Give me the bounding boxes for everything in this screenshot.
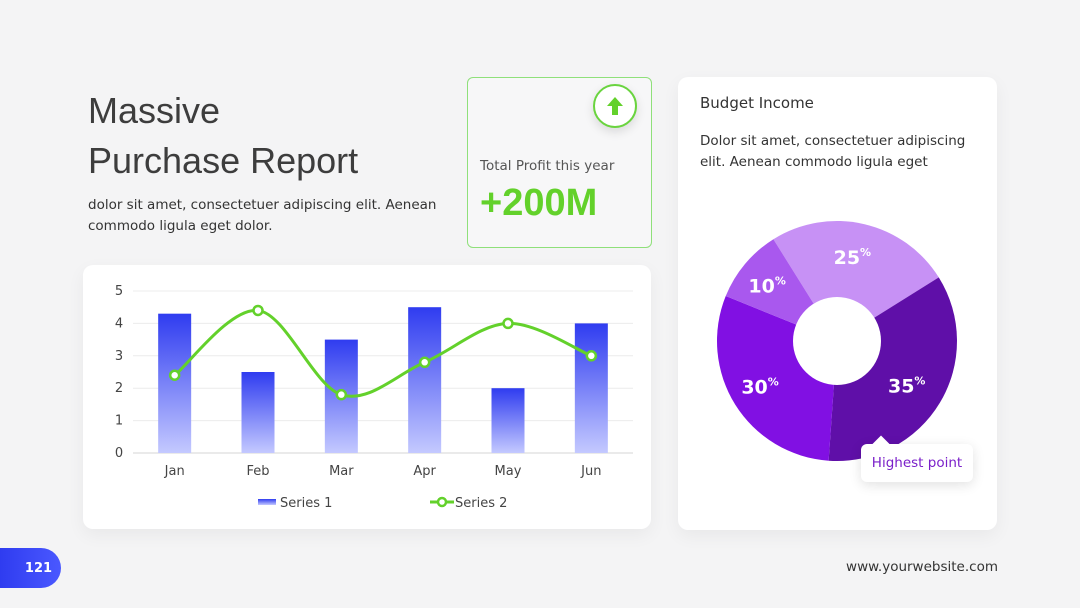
x-tick-label: Apr — [413, 464, 436, 479]
bar — [408, 307, 442, 453]
line-point — [335, 388, 348, 401]
y-tick-label: 1 — [115, 414, 123, 429]
y-tick-label: 2 — [115, 381, 123, 396]
line-point — [252, 304, 264, 317]
title-line-1: Massive — [88, 90, 221, 131]
y-tick-label: 0 — [115, 446, 123, 461]
legend-series-1-label: Series 1 — [280, 496, 332, 511]
budget-card: Budget Income Dolor sit amet, consectetu… — [678, 77, 997, 530]
page-subtitle: dolor sit amet, consectetuer adipiscing … — [88, 197, 437, 234]
donut-chart: 25%35%30%10% — [717, 220, 957, 461]
x-tick-label: May — [495, 464, 522, 479]
bar — [158, 313, 192, 453]
bar-line-chart-card: 0 1 2 3 4 5 Jan Feb Mar Apr May Jun Series 1 Series 2 — [83, 265, 651, 529]
bar — [241, 372, 275, 453]
page-title: Massive Purchase Report — [88, 86, 358, 186]
y-tick-label: 5 — [115, 284, 123, 299]
line-point — [502, 317, 514, 330]
donut-hole — [793, 297, 881, 385]
x-tick-label: Jan — [164, 464, 185, 479]
y-tick-label: 3 — [115, 349, 123, 364]
bar — [574, 323, 608, 453]
profit-label: Total Profit this year — [480, 158, 615, 174]
donut-slice — [828, 277, 957, 461]
donut-slice — [773, 220, 939, 341]
website-link[interactable]: www.yourwebsite.com — [846, 559, 998, 575]
x-tick-label: Mar — [329, 464, 354, 479]
budget-title: Budget Income — [700, 94, 814, 112]
legend-series-2-label: Series 2 — [455, 496, 507, 511]
title-line-2: Purchase Report — [88, 140, 359, 181]
line-point — [585, 350, 598, 362]
bar-line-chart: 0 1 2 3 4 5 Jan Feb Mar Apr May Jun Series 1 Series 2 — [115, 284, 633, 511]
x-tick-label: Feb — [246, 464, 269, 479]
highest-point-tooltip: Highest point — [861, 444, 973, 482]
legend-series-1-swatch — [258, 499, 276, 505]
line-point — [168, 369, 181, 381]
y-tick-label: 4 — [115, 316, 123, 331]
page-number-badge: 121 — [0, 548, 61, 588]
budget-description: Dolor sit amet, consectetuer adipiscing … — [700, 133, 966, 170]
bar — [491, 388, 525, 453]
line-point — [418, 356, 431, 369]
profit-value: +200M — [480, 182, 598, 224]
x-tick-label: Jun — [580, 464, 601, 479]
profit-card: Total Profit this year +200M — [467, 77, 652, 248]
arrow-up-icon — [593, 84, 637, 128]
legend-series-2-marker — [436, 496, 448, 508]
